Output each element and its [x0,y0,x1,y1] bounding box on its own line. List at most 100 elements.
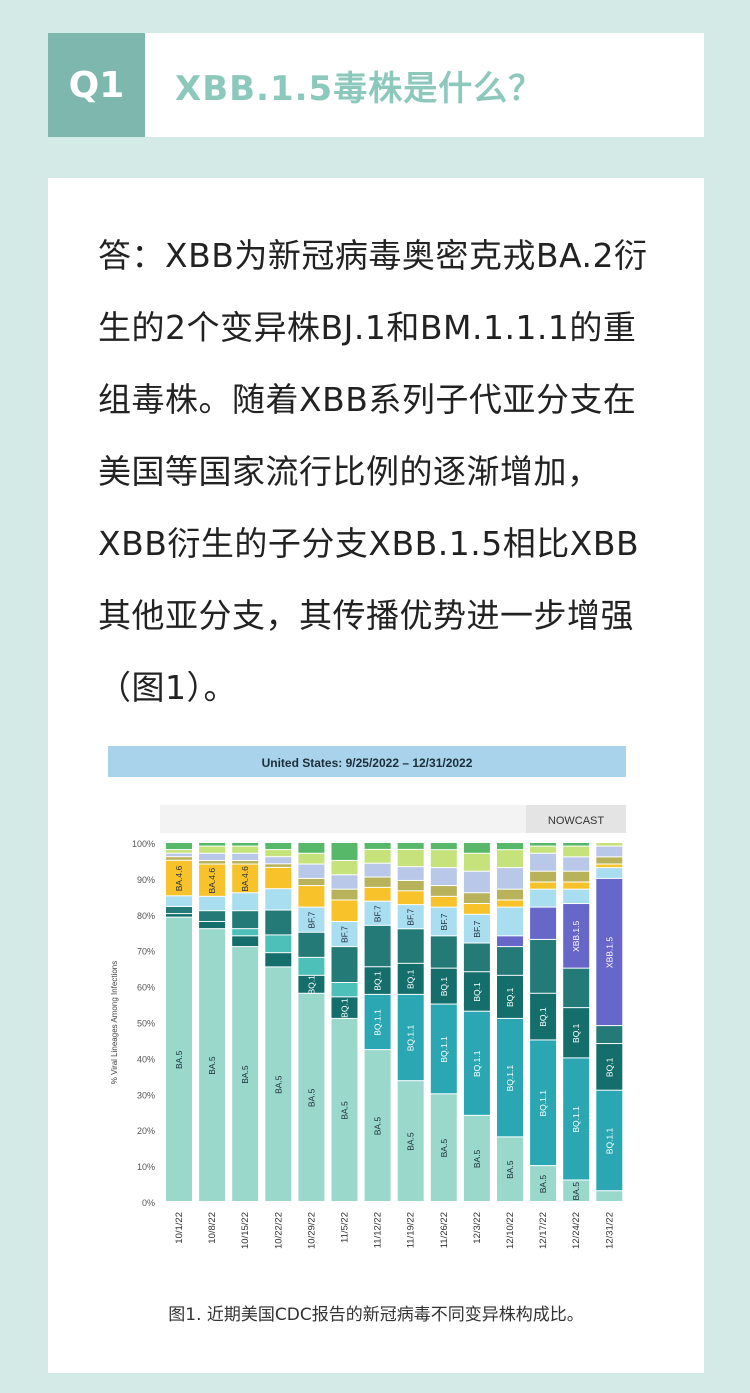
bar-segment [166,850,192,853]
y-tick-label: 50% [137,1019,155,1029]
bar-segment-label: BQ.1.1 [571,1106,581,1133]
bar-segment [596,846,623,857]
bar-segment [463,972,490,1011]
bar-segment-label: BF.7 [406,908,416,925]
bar-segment [497,900,523,907]
bar-segment-label: XBB.1.5 [571,920,581,951]
nowcast-label: NOWCAST [548,815,605,827]
bar-segment [397,994,424,1081]
bar-segment [265,967,292,1201]
bar-segment [497,1137,523,1201]
bar-segment [166,857,192,860]
bar-segment-label: BF.7 [306,911,316,928]
bar-segment [530,843,557,846]
bar-segment [530,889,557,907]
bar-segment-label: BA.5 [174,1050,184,1069]
bar-segment-label: BQ.1 [406,969,416,989]
bar-segment-label: BQ.1.1 [604,1127,614,1154]
y-tick-label: 80% [137,911,155,921]
bar-segment-label: BA.5 [505,1160,515,1179]
bar-segment [463,871,490,893]
bar-segment [331,889,358,900]
bar-segment [430,850,457,868]
bar-segment-label: BA.5 [340,1101,350,1120]
bar-segment [463,893,490,904]
bar-segment-label: BA.5 [240,1065,250,1084]
bar-segment [199,853,226,860]
bar-segment [331,997,358,1018]
bar-segment [430,843,457,850]
bar-segment [463,843,490,853]
chart-title: United States: 9/25/2022 – 12/31/2022 [262,756,473,770]
bar-segment [166,906,192,914]
bar-segment [232,911,259,929]
bar-segment [298,932,325,957]
bar-segment [530,853,557,871]
bar-segment [463,1011,490,1115]
bar-segment [331,983,358,997]
bar-segment [497,936,523,947]
bar-segment [232,936,259,947]
bar-segment [265,857,292,864]
bar-segment [232,843,259,846]
bar-segment [430,868,457,886]
bar-segment [397,880,424,891]
bar-segment-label: BA.5 [439,1139,449,1158]
x-tick-label: 11/5/22 [340,1212,351,1243]
bar-segment-label: BA.5 [373,1117,383,1136]
bar-segment [563,871,590,882]
x-tick-label: 10/22/22 [273,1212,284,1249]
bar-segment-label: BA.5 [306,1088,316,1107]
chart-title-band [108,746,626,777]
bar-segment [430,896,457,907]
bar-segment [166,914,192,917]
bar-segment [166,896,192,906]
bar-segment [298,878,325,886]
bar-segment [331,947,358,983]
bar-segment-label: BA.5 [538,1175,548,1194]
bar-segment-label: BF.7 [340,926,350,943]
answer-text: 答：XBB为新冠病毒奥密克戎BA.2衍生的2个变异株BJ.1和BM.1.1.1的… [98,236,648,707]
x-tick-label: 12/10/22 [505,1212,516,1249]
bar-segment [463,914,490,943]
bar-segment-label: BF.7 [472,920,482,937]
bar-segment [563,882,590,889]
bar-segment-label: BA.4.6 [174,866,184,892]
bar-segment [463,1115,490,1201]
bar-segment [530,939,557,993]
x-tick-label: 12/17/22 [538,1212,549,1249]
bar-segment-label: BQ.1.1 [406,1025,416,1052]
bar-segment [530,882,557,889]
bar-segment [166,860,192,896]
x-tick-label: 10/1/22 [174,1212,185,1244]
bar-segment [497,889,523,900]
bar-segment [497,850,523,868]
x-tick-label: 10/29/22 [306,1212,317,1249]
bar-segment [232,846,259,853]
bar-segment-label: BA.5 [273,1075,283,1094]
x-tick-label: 12/3/22 [472,1212,483,1244]
bar-segment [430,968,457,1004]
y-tick-label: 30% [137,1090,155,1100]
bar-segment [530,1040,557,1166]
bar-segment [563,1180,590,1201]
bar-segment [596,843,623,846]
bar-segment [298,843,325,853]
bar-segment [596,878,623,1026]
bar-segment [497,907,523,936]
bar-segment [298,853,325,864]
bar-segment [497,1018,523,1137]
bar-segment [364,877,391,887]
bar-segment [331,860,358,875]
bar-segment [530,846,557,853]
y-tick-label: 100% [132,839,155,849]
bar-segment [563,843,590,846]
bar-segment [397,963,424,994]
bar-segment [530,907,557,939]
section-title: XBB.1.5毒株是什么？ [175,68,544,109]
bar-segment [166,917,192,1201]
x-tick-label: 11/19/22 [406,1212,417,1248]
bar-segment [364,863,391,877]
bar-segment [497,868,523,889]
bar-segment [563,1008,590,1058]
